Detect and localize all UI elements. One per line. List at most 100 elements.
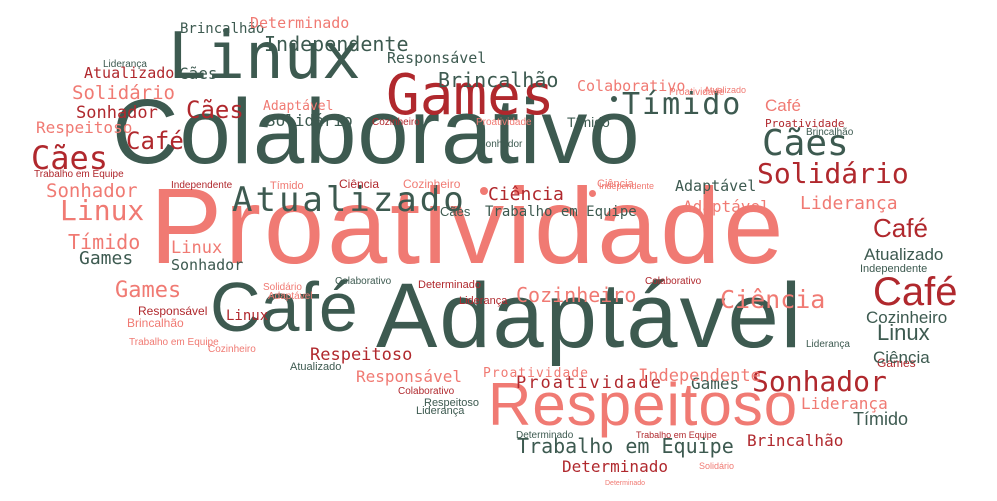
word-colaborativo: Colaborativo: [112, 81, 641, 183]
word-timido: Tímido: [622, 87, 743, 122]
word-cozinheiro: Cozinheiro: [208, 344, 256, 355]
word-independente: Independente: [638, 366, 761, 386]
word-determinado: Determinado: [516, 430, 574, 441]
word-respeitoso: Respeitoso: [424, 397, 480, 409]
word-proatividade: Proatividade: [669, 87, 725, 98]
word-responsavel: Responsável: [387, 49, 487, 67]
word-adaptavel: Adaptável: [376, 265, 804, 367]
word-cafe: Café: [126, 127, 184, 155]
word-sonhador: Sonhador: [171, 256, 244, 274]
word-independente: Independente: [860, 263, 928, 275]
word-lideranca: Liderança: [416, 405, 465, 417]
word-responsavel: Responsável: [356, 367, 462, 386]
word-ciencia: Ciência: [597, 178, 634, 190]
bullet-dot: [589, 190, 596, 197]
word-independente: Independente: [264, 32, 409, 56]
word-colaborativo: Colaborativo: [335, 276, 392, 287]
word-lideranca: Liderança: [459, 295, 508, 307]
word-cafe: Café: [873, 270, 958, 314]
word-adaptavel: Adaptável: [683, 197, 770, 216]
word-cozinheiro: Cozinheiro: [372, 117, 420, 128]
word-timido: Tímido: [567, 114, 610, 130]
word-sonhador: Sonhador: [76, 103, 158, 123]
word-linux: Linux: [171, 238, 223, 258]
word-adaptavel: Adaptável: [263, 99, 334, 114]
word-cozinheiro: Cozinheiro: [403, 177, 461, 191]
bullet-dot: [611, 96, 617, 102]
word-atualizado: Atualizado: [232, 180, 467, 220]
word-ciencia: Ciência: [873, 348, 930, 367]
word-brincalhao: Brincalhão: [127, 316, 184, 330]
word-caes: Cães: [179, 64, 218, 83]
word-games: Games: [386, 63, 555, 128]
word-ciencia: Ciência: [339, 177, 380, 191]
word-linux: Linux: [168, 20, 361, 94]
word-solidario: Solidário: [72, 82, 175, 104]
word-brincalhao: Brincalhão: [806, 127, 854, 138]
word-determinado: Determinado: [562, 457, 668, 476]
word-determinado: Determinado: [418, 279, 481, 291]
word-ciencia: Ciência: [720, 285, 826, 314]
word-trabalho-em-equipe: Trabalho em Equipe: [129, 337, 219, 348]
word-games: Games: [691, 374, 740, 393]
word-determinado: Determinado: [250, 14, 350, 32]
word-solidario: Solidário: [757, 157, 909, 190]
word-caes: Cães: [440, 204, 471, 219]
word-caes: Cães: [186, 96, 244, 124]
word-proatividade: Proatividade: [483, 366, 589, 381]
word-cozinheiro: Cozinheiro: [866, 308, 948, 327]
word-independente: Independente: [599, 181, 655, 191]
word-sonhador: Sonhador: [752, 365, 887, 398]
word-cafe: Café: [873, 213, 928, 243]
word-ciencia: Ciência: [488, 184, 564, 205]
word-sonhador: Sonhador: [479, 139, 523, 150]
word-responsavel: Responsável: [138, 304, 208, 318]
word-timido: Tímido: [270, 180, 304, 192]
word-proatividade: Proatividade: [150, 165, 787, 286]
word-brincalhao: Brincalhão: [180, 21, 265, 37]
word-trabalho-em-equipe: Trabalho em Equipe: [34, 169, 124, 180]
word-caes: Cães: [762, 123, 849, 164]
word-lideranca: Liderança: [801, 394, 888, 413]
word-linux: Linux: [226, 308, 269, 324]
word-sonhador: Sonhador: [46, 180, 138, 202]
word-atualizado: Atualizado: [84, 64, 175, 82]
word-games: Games: [877, 356, 916, 370]
word-lideranca: Liderança: [103, 59, 147, 70]
word-solidario: Solidário: [263, 282, 302, 293]
word-respeitoso: Respeitoso: [488, 371, 799, 438]
word-atualizado: Atualizado: [290, 361, 342, 373]
word-adaptavel: Adaptável: [675, 177, 757, 195]
word-respeitoso: Respeitoso: [36, 118, 133, 137]
word-timido: Tímido: [68, 230, 141, 254]
word-trabalho-em-equipe: Trabalho em Equipe: [636, 430, 717, 440]
word-proatividade: Proatividade: [476, 117, 532, 128]
word-proatividade: Proatividade: [516, 373, 663, 393]
word-trabalho-em-equipe: Trabalho em Equipe: [517, 434, 734, 458]
word-determinado: Determinado: [605, 480, 646, 487]
word-brincalhao: Brincalhão: [438, 68, 559, 92]
word-colaborativo: Colaborativo: [398, 386, 455, 397]
word-games: Games: [79, 248, 134, 269]
word-colaborativo: Colaborativo: [577, 77, 686, 95]
word-proatividade: Proatividade: [765, 117, 845, 130]
word-cafe: Café: [765, 96, 801, 115]
word-colaborativo: Colaborativo: [645, 276, 702, 287]
word-atualizado: Atualizado: [704, 85, 747, 95]
word-solidario: Solidário: [699, 461, 735, 471]
word-brincalhao: Brincalhão: [747, 431, 844, 450]
word-cafe: Café: [210, 268, 358, 346]
word-lideranca: Liderança: [806, 339, 850, 350]
word-trabalho-em-equipe: Trabalho em Equipe: [485, 204, 637, 220]
word-solidario: Solidário: [266, 111, 353, 130]
word-caes: Cães: [31, 139, 109, 177]
word-games: Games: [115, 278, 182, 303]
word-timido: Tímido: [853, 409, 909, 429]
word-atualizado: Atualizado: [864, 245, 944, 264]
bullet-dot: [480, 187, 488, 195]
word-linux: Linux: [60, 194, 145, 227]
word-adaptavel: Adaptável: [268, 291, 313, 302]
word-independente: Independente: [171, 180, 233, 191]
word-cozinheiro: Cozinheiro: [516, 283, 637, 307]
